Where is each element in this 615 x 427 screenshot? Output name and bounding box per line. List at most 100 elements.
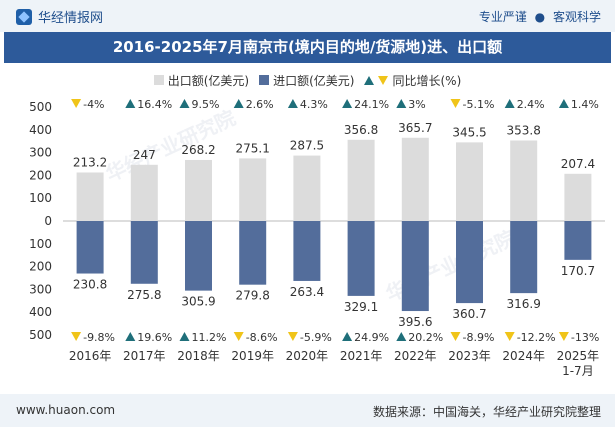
down-arrow-icon	[71, 99, 82, 108]
y-tick-label: 400	[29, 123, 52, 137]
export-growth-label: 2.6%	[246, 98, 274, 111]
up-triangle-icon	[364, 75, 375, 85]
import-bar	[564, 221, 592, 260]
export-growth-label: 2.4%	[517, 98, 545, 111]
tagline: 专业严谨 ● 客观科学	[479, 8, 601, 25]
export-value-label: 287.5	[290, 139, 324, 153]
up-arrow-icon	[287, 99, 298, 108]
import-value-label: 230.8	[73, 278, 107, 292]
legend-import-label: 进口额(亿美元)	[273, 73, 355, 88]
export-value-label: 207.4	[561, 157, 595, 171]
legend-growth-label: 同比增长(%)	[392, 73, 462, 88]
import-value-label: 316.9	[507, 297, 541, 311]
brand-logo-icon	[16, 8, 32, 25]
x-tick-label: 2017年	[123, 349, 166, 363]
brand-name: 华经情报网	[38, 11, 104, 26]
legend-export-swatch	[153, 75, 164, 85]
y-tick-label: 300	[29, 282, 52, 296]
import-value-label: 275.8	[127, 288, 161, 302]
y-tick-label: 100	[29, 191, 52, 205]
y-tick-label: 100	[29, 237, 52, 251]
down-triangle-icon	[378, 75, 389, 85]
x-tick-label: 2021年	[340, 349, 383, 363]
x-tick-label: 2022年	[394, 349, 437, 363]
up-arrow-icon	[396, 332, 407, 341]
chart-title: 2016-2025年7月南京市(境内目的地/货源地)进、出口额	[4, 32, 611, 63]
up-arrow-icon	[179, 332, 190, 341]
export-value-label: 268.2	[181, 143, 215, 157]
y-tick-label: 500	[29, 328, 52, 342]
up-arrow-icon	[179, 99, 190, 108]
up-arrow-icon	[504, 99, 515, 108]
export-growth-label: 3%	[408, 98, 425, 111]
legend-export-label: 出口额(亿美元)	[167, 73, 250, 88]
import-growth-label: -5.9%	[300, 331, 332, 344]
export-bar	[564, 173, 592, 221]
export-growth-label: 24.1%	[354, 98, 389, 111]
export-value-label: 247	[133, 148, 156, 162]
x-tick-label: 2019年	[231, 349, 274, 363]
export-growth-label: 16.4%	[137, 98, 172, 111]
legend-import-swatch	[259, 75, 270, 85]
import-bar	[510, 221, 538, 294]
up-arrow-icon	[125, 99, 136, 108]
up-arrow-icon	[342, 99, 353, 108]
tagline-left: 专业严谨	[478, 10, 527, 24]
import-value-label: 279.8	[236, 289, 270, 303]
x-tick-label: 2020年	[286, 349, 329, 363]
import-growth-label: -8.6%	[246, 331, 278, 344]
import-value-label: 360.7	[452, 307, 486, 321]
import-growth-label: 11.2%	[192, 331, 227, 344]
import-value-label: 395.6	[398, 315, 432, 329]
export-bar	[510, 140, 538, 221]
brand[interactable]: 华经情报网	[16, 7, 103, 26]
x-tick-label: 1-7月	[562, 364, 594, 378]
import-growth-label: -13%	[571, 331, 599, 344]
export-bar	[401, 137, 429, 221]
import-bar	[347, 221, 375, 296]
legend-import[interactable]: 进口额(亿美元)	[259, 72, 354, 89]
export-growth-label: 1.4%	[571, 98, 599, 111]
x-tick-label: 2016年	[69, 349, 112, 363]
up-arrow-icon	[342, 332, 353, 341]
y-tick-label: 300	[29, 146, 52, 160]
export-growth-label: -5.1%	[463, 98, 495, 111]
up-arrow-icon	[125, 332, 136, 341]
legend-growth[interactable]: 同比增长(%)	[364, 72, 461, 89]
export-bar	[239, 158, 267, 221]
import-bar	[401, 221, 429, 312]
import-growth-label: -9.8%	[83, 331, 115, 344]
import-growth-label: -8.9%	[463, 331, 495, 344]
y-tick-label: 0	[44, 214, 52, 228]
down-arrow-icon	[450, 99, 461, 108]
legend-export[interactable]: 出口额(亿美元)	[153, 72, 250, 89]
export-bar	[130, 164, 158, 221]
export-value-label: 275.1	[236, 141, 270, 155]
import-bar	[456, 221, 483, 304]
import-bar	[76, 221, 104, 274]
export-bar	[293, 155, 321, 221]
import-value-label: 170.7	[561, 264, 595, 278]
down-arrow-icon	[287, 332, 298, 341]
export-bar	[185, 159, 212, 221]
x-tick-label: 2023年	[448, 349, 491, 363]
import-bar	[185, 221, 212, 291]
import-growth-label: -12.2%	[517, 331, 556, 344]
export-growth-label: 9.5%	[192, 98, 220, 111]
y-tick-label: 500	[29, 100, 52, 114]
y-tick-label: 200	[29, 168, 52, 182]
data-labels: 213.2 230.8 247 275.8 268.2 305.9 275.1 279.8 28…	[73, 121, 595, 329]
export-growth-label: -4%	[83, 98, 104, 111]
bars	[76, 137, 592, 312]
import-value-label: 329.1	[344, 300, 378, 314]
import-bar	[293, 221, 321, 281]
bullet-icon: ●	[534, 10, 546, 24]
y-tick-label: 400	[29, 305, 52, 319]
export-value-label: 213.2	[73, 155, 107, 169]
export-value-label: 356.8	[344, 123, 378, 137]
x-tick-label: 2024年	[502, 349, 545, 363]
import-growth-label: 20.2%	[408, 331, 443, 344]
footer-url[interactable]: www.huaon.com	[16, 403, 116, 417]
x-tick-label: 2025年	[557, 349, 600, 363]
up-arrow-icon	[396, 99, 407, 108]
